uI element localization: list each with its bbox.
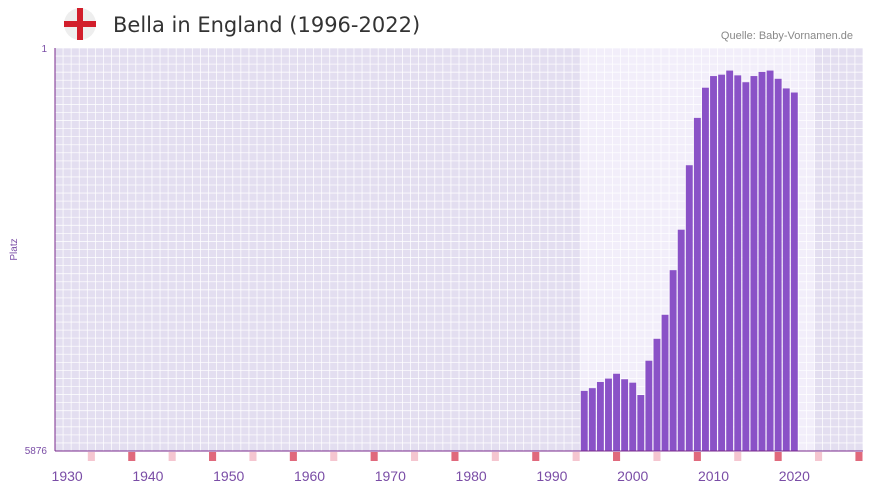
bar-2018 — [774, 78, 782, 451]
bar-2006 — [677, 229, 685, 451]
bar-2002 — [645, 360, 653, 451]
decade-marker-1978 — [451, 452, 459, 461]
y-tick-label-bottom: 5876 — [25, 446, 48, 457]
bar-2015 — [750, 76, 758, 451]
england-flag-icon — [64, 8, 96, 40]
x-tick-label-1950: 1950 — [213, 468, 244, 484]
decade-marker-2018 — [774, 452, 782, 461]
bar-2003 — [653, 338, 661, 451]
half-decade-marker-1983 — [491, 452, 499, 461]
bar-2011 — [718, 74, 726, 451]
chart-title: Bella in England (1996-2022) — [113, 13, 421, 37]
half-decade-marker-2003 — [653, 452, 661, 461]
half-decade-marker-1993 — [572, 452, 580, 461]
x-tick-label-2000: 2000 — [617, 468, 648, 484]
bar-2014 — [742, 82, 750, 451]
half-decade-marker-1953 — [249, 452, 257, 461]
bar-2020 — [790, 92, 798, 451]
bar-2004 — [661, 314, 669, 451]
half-decade-marker-2013 — [734, 452, 742, 461]
y-axis-label: Platz — [9, 238, 20, 260]
decade-marker-1988 — [532, 452, 540, 461]
x-tick-label-2020: 2020 — [779, 468, 810, 484]
bar-1996 — [596, 381, 604, 451]
bar-1997 — [605, 378, 612, 451]
bar-2007 — [685, 165, 693, 451]
decade-marker-1968 — [370, 452, 378, 461]
bar-1998 — [613, 373, 620, 451]
bar-2001 — [637, 395, 645, 451]
y-tick-label-top: 1 — [41, 44, 47, 55]
half-decade-marker-2023 — [815, 452, 823, 461]
bar-1999 — [621, 379, 629, 451]
bar-1994 — [580, 390, 588, 451]
bar-2009 — [702, 87, 709, 452]
bar-2017 — [766, 70, 774, 452]
decade-marker-1938 — [128, 452, 136, 461]
bar-2019 — [782, 88, 790, 451]
decade-marker-1958 — [289, 452, 297, 461]
decade-marker-2028 — [855, 452, 863, 461]
bar-2008 — [693, 117, 701, 452]
bar-2016 — [758, 71, 766, 452]
x-tick-label-1970: 1970 — [375, 468, 406, 484]
decade-marker-2008 — [693, 452, 701, 461]
x-tick-label-1990: 1990 — [536, 468, 567, 484]
bar-2010 — [710, 76, 717, 451]
bar-2013 — [734, 75, 742, 452]
bar-2005 — [669, 270, 677, 451]
decade-marker-1948 — [209, 452, 217, 461]
source-credit: Quelle: Baby-Vornamen.de — [720, 30, 853, 42]
bar-2000 — [629, 382, 637, 451]
half-decade-marker-1943 — [168, 452, 176, 461]
bar-1995 — [588, 388, 596, 451]
half-decade-marker-1963 — [330, 452, 338, 461]
decade-marker-1998 — [613, 452, 621, 461]
x-tick-label-1960: 1960 — [294, 468, 325, 484]
x-tick-label-1940: 1940 — [132, 468, 163, 484]
bar-2012 — [726, 70, 734, 452]
x-tick-label-1980: 1980 — [456, 468, 487, 484]
x-tick-label-2010: 2010 — [698, 468, 729, 484]
half-decade-marker-1973 — [411, 452, 419, 461]
half-decade-marker-1933 — [87, 452, 95, 461]
x-tick-label-1930: 1930 — [52, 468, 83, 484]
